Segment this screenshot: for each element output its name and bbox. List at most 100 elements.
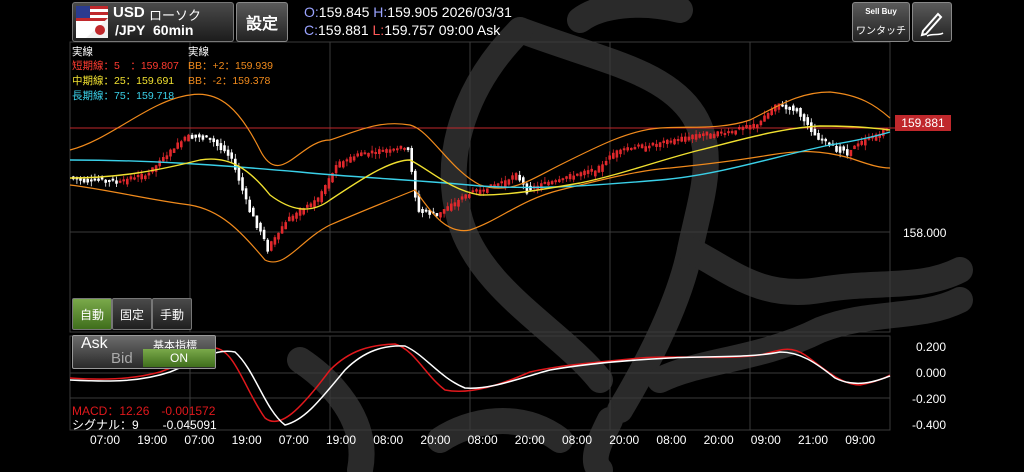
candle-body (673, 139, 676, 145)
candle-body (468, 194, 471, 198)
candle-body (813, 128, 817, 136)
candle-body (147, 172, 151, 176)
draw-tool-button[interactable] (912, 2, 952, 42)
candle-body (817, 133, 820, 140)
time-axis-label: 07:00 (278, 433, 309, 447)
signal-line (69, 345, 891, 426)
low-value: 159.757 (384, 22, 435, 38)
settings-button[interactable]: 設定 (236, 2, 288, 42)
candle-body (504, 180, 507, 187)
candle-body (306, 204, 309, 208)
candle-body (522, 177, 525, 185)
fixed-scale-button[interactable]: 固定 (112, 298, 152, 330)
candle-body (406, 147, 410, 151)
candle-body (334, 165, 338, 174)
candle-body (874, 134, 878, 141)
candle-body (417, 194, 421, 212)
candle-body (136, 174, 140, 178)
candle-body (489, 184, 493, 187)
candle-body (684, 136, 687, 142)
ma-long-line (69, 131, 891, 189)
candle-body (144, 175, 147, 180)
candle-body (856, 143, 860, 147)
candle-body (122, 179, 125, 182)
candle-body (262, 229, 266, 240)
candle-body (280, 226, 284, 234)
candle-body (802, 114, 806, 122)
candle-body (79, 177, 82, 181)
ma-short-legend: 短期線：5 ：159.807 (72, 60, 179, 72)
time-axis-label: 20:00 (514, 433, 545, 447)
bb-plus-legend: BB：+2：159.939 (188, 60, 273, 72)
candle-body (176, 142, 179, 149)
candle-body (205, 135, 208, 138)
candle-body (82, 178, 86, 183)
candle-body (133, 177, 136, 180)
time-axis-label: 08:00 (562, 433, 593, 447)
candle-body (277, 232, 280, 240)
candle-body (190, 134, 194, 139)
candle-body (396, 148, 399, 151)
candle-body (385, 149, 388, 153)
candle-body (129, 176, 133, 180)
time-axis-label: 08:00 (467, 433, 498, 447)
time-axis-label: 20:00 (609, 433, 640, 447)
candle-body (126, 178, 129, 185)
candle-body (738, 127, 741, 130)
candle-body (806, 117, 809, 125)
candle-body (608, 155, 611, 160)
candle-body (111, 178, 115, 181)
candle-body (756, 124, 759, 129)
time-axis-label: 07:00 (184, 433, 215, 447)
candle-body (266, 239, 269, 252)
high-label: H: (373, 4, 388, 20)
candle-body (662, 140, 665, 143)
candle-body (352, 156, 356, 161)
candle-body (540, 183, 543, 189)
candle-body (457, 199, 460, 207)
candle-body (165, 155, 169, 160)
bid-label: Bid (111, 350, 133, 367)
candle-body (594, 170, 597, 177)
candle-body (828, 142, 831, 145)
candle-body (583, 170, 586, 176)
candle-body (345, 159, 349, 162)
pair-quote: /JPY (115, 22, 146, 38)
ma-mid-legend: 中期線：25：159.691 (72, 75, 175, 87)
auto-scale-button[interactable]: 自動 (72, 298, 112, 330)
currency-pair-selector[interactable]: USD ローソク /JPY 60min (72, 2, 234, 42)
candle-body (493, 184, 496, 187)
candle-body (630, 147, 633, 150)
ask-bid-toggle[interactable]: Ask Bid 基本指標 ON (72, 335, 216, 369)
candle-body (597, 165, 601, 173)
manual-scale-button[interactable]: 手動 (152, 298, 192, 330)
candle-body (370, 150, 374, 154)
candle-body (680, 136, 683, 142)
candle-body (115, 180, 118, 184)
candle-body (169, 149, 172, 157)
candle-body (435, 213, 439, 216)
candle-body (615, 150, 619, 158)
candle-body (93, 178, 97, 181)
candle-body (237, 166, 241, 181)
candle-body (694, 134, 698, 140)
candle-body (705, 131, 709, 136)
ma-mid-line (69, 125, 891, 210)
candle-body (590, 168, 593, 172)
candle-body (666, 139, 669, 145)
candle-body (356, 153, 359, 157)
candle-body (392, 148, 395, 151)
candle-body (723, 133, 727, 136)
candle-body (342, 161, 345, 168)
candle-body (709, 133, 712, 139)
time-axis-label: 08:00 (373, 433, 404, 447)
candle-body (770, 109, 773, 116)
candle-body (648, 145, 651, 149)
indicator-toggle[interactable]: ON (143, 349, 215, 367)
candle-body (637, 144, 640, 147)
moving-averages (69, 125, 891, 210)
candle-body (140, 173, 143, 180)
one-touch-button[interactable]: Sell Buy ワンタッチ (852, 2, 910, 42)
candle-body (316, 197, 320, 202)
